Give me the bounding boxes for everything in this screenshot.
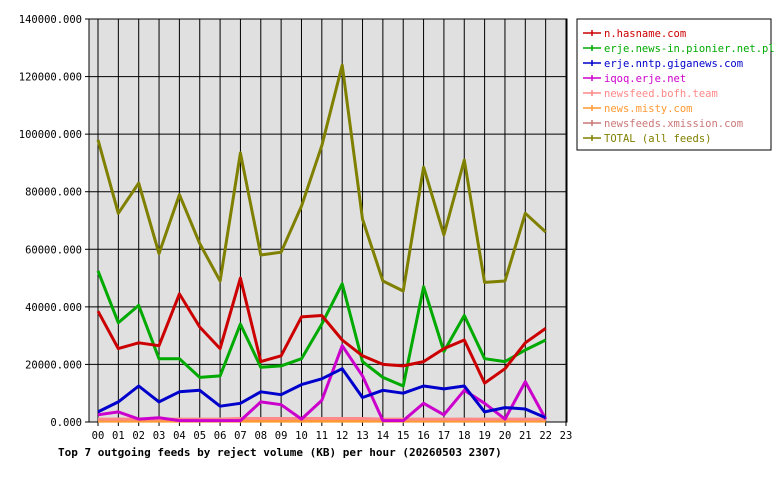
legend-label: newsfeeds.xmission.com [604,118,743,130]
legend-label: n.hasname.com [604,28,686,40]
y-tick-label: 60000.000 [25,244,82,256]
y-axis-tick-labels: 0.000 20000.000 40000.000 60000.000 80000.00… [19,14,82,429]
x-tick-label: 02 [132,430,145,442]
y-tick-label: 100000.000 [19,129,82,141]
x-tick-label: 09 [275,430,288,442]
legend-box [576,18,772,151]
x-tick-label: 00 [92,430,105,442]
series-line-n-hasname-com [96,276,547,385]
x-tick-label: 08 [254,430,267,442]
y-tick-label: 140000.000 [19,14,82,26]
x-tick-label: 16 [417,430,430,442]
x-tick-label: 05 [193,430,206,442]
x-tick-label: 14 [377,430,390,442]
chart-title: Top 7 outgoing feeds by reject volume (K… [58,446,502,459]
y-tick-label: 80000.000 [25,187,82,199]
x-tick-label: 21 [519,430,532,442]
x-tick-label: 07 [234,430,247,442]
x-tick-label: 10 [295,430,308,442]
legend-label: erje.nntp.giganews.com [604,58,743,70]
x-tick-label: 01 [112,430,125,442]
legend-label: iqoq.erje.net [604,73,686,85]
x-tick-label: 17 [438,430,451,442]
x-tick-label: 11 [315,430,328,442]
y-tick-label: 120000.000 [19,72,82,84]
x-tick-label: 04 [173,430,186,442]
legend-label: erje.news-in.pionier.net.pl [604,43,775,55]
x-tick-label: 22 [539,430,552,442]
horizontal-gridlines [85,18,567,423]
series-lines [96,63,548,423]
legend: n.hasname.com erje.news-in.pionier.net.pl… [576,18,775,151]
x-axis-tick-labels: 00 01 02 03 04 05 06 07 08 09 10 11 12 13 14 15 16 17 18 19… [92,430,573,442]
x-tick-label: 19 [478,430,491,442]
series-line-total-all-feeds [96,63,547,293]
legend-label: TOTAL (all feeds) [604,133,711,145]
y-tick-label: 40000.000 [25,302,82,314]
x-tick-label: 13 [356,430,369,442]
x-tick-label: 03 [153,430,166,442]
y-tick-label: 0.000 [50,417,82,429]
y-tick-label: 20000.000 [25,359,82,371]
x-tick-label: 23 [560,430,573,442]
legend-items: n.hasname.com erje.news-in.pionier.net.pl… [583,28,775,145]
legend-label: newsfeed.bofh.team [604,88,718,100]
x-tick-label: 15 [397,430,410,442]
x-tick-label: 20 [499,430,512,442]
series-line-erje-nntp-giganews-com [97,367,547,420]
series-line-erje-news-in-pionier-net-pl [96,270,547,388]
x-tick-label: 06 [214,430,227,442]
legend-label: news.misty.com [604,103,693,115]
x-tick-label: 18 [458,430,471,442]
x-tick-label: 12 [336,430,349,442]
plot-area [88,18,568,423]
